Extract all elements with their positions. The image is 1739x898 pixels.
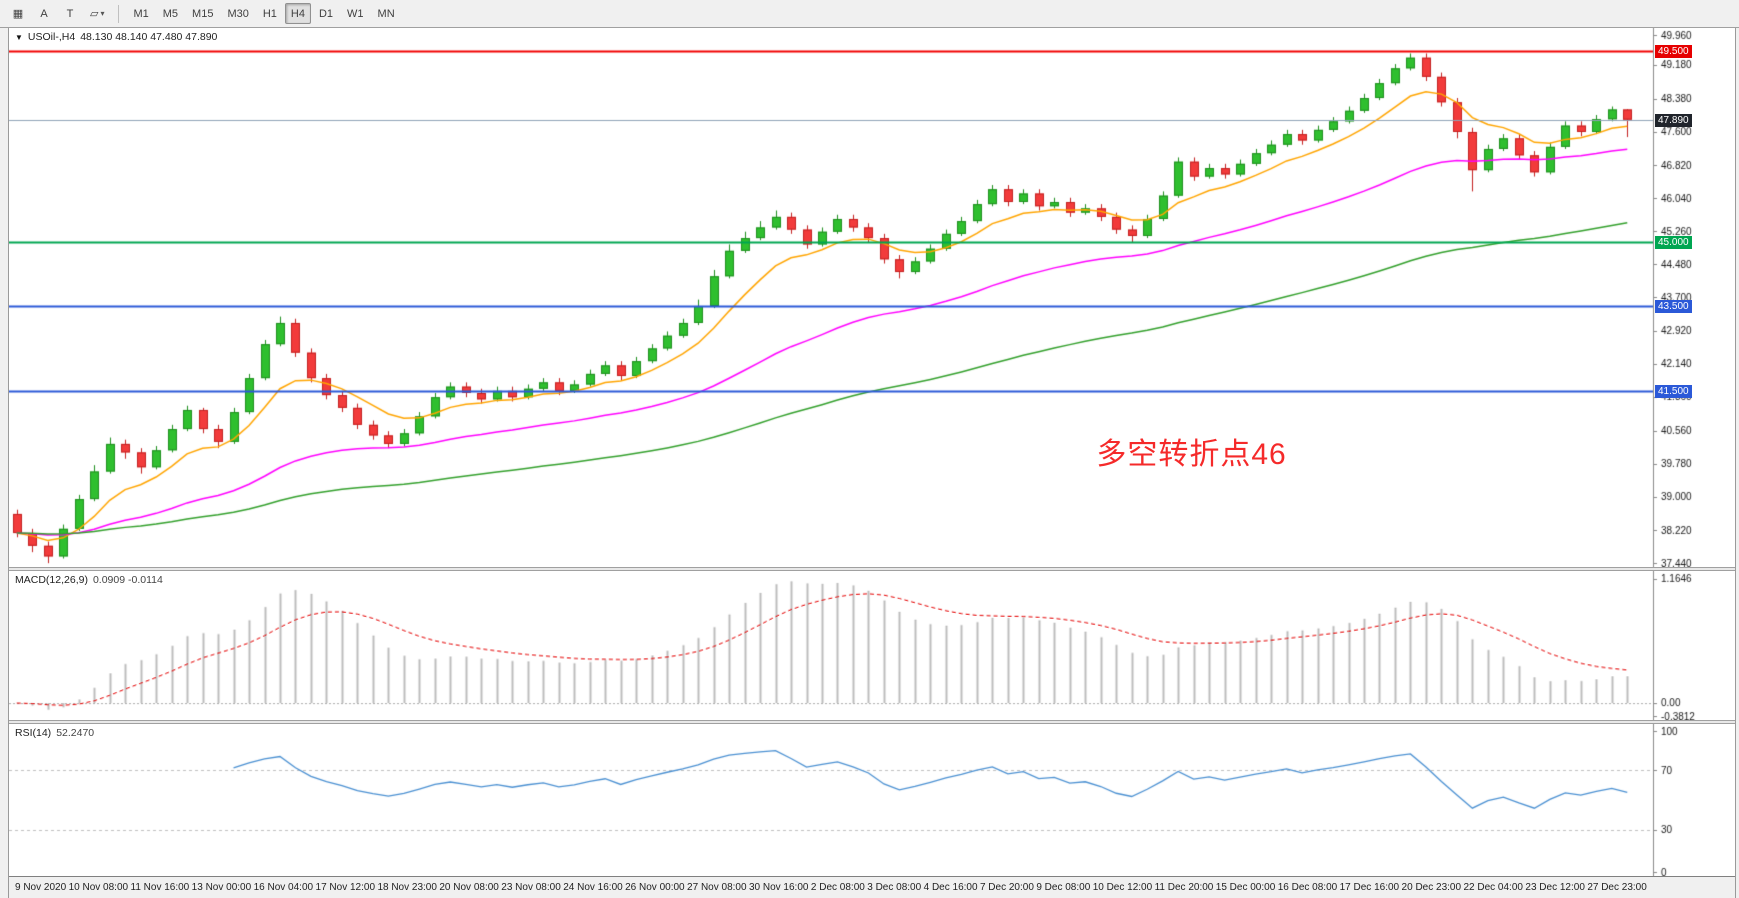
time-axis-label: 22 Dec 04:00 <box>1463 882 1523 893</box>
time-axis-label: 17 Dec 16:00 <box>1339 882 1400 893</box>
toolbar: ▦ A T ▱ ▾ M1 M5 M15 M30 H1 H4 D1 W1 MN <box>0 0 1739 28</box>
price-chart-canvas[interactable] <box>9 28 1735 567</box>
toolbar-separator <box>118 4 120 23</box>
time-axis-label: 4 Dec 16:00 <box>923 882 978 893</box>
timeframe-M15-button[interactable]: M15 <box>186 3 219 24</box>
timeframe-M5-button[interactable]: M5 <box>157 3 184 24</box>
time-axis-label: 15 Dec 00:00 <box>1215 882 1276 893</box>
time-axis-label: 23 Dec 12:00 <box>1525 882 1585 893</box>
panel-splitter[interactable] <box>9 720 1735 725</box>
macd-title: MACD(12,26,9) 0.0909 -0.0114 <box>15 574 163 586</box>
time-axis-label: 7 Dec 20:00 <box>979 882 1034 893</box>
chart-title: ▼ USOil-,H4 48.130 48.140 47.480 47.890 <box>15 31 217 43</box>
time-axis-label: 27 Dec 23:00 <box>1587 882 1647 893</box>
timeframe-H4-button[interactable]: H4 <box>284 3 311 24</box>
time-axis-label: 16 Dec 08:00 <box>1277 882 1338 893</box>
rsi-chart-canvas[interactable] <box>9 724 1735 876</box>
time-axis-label: 20 Nov 08:00 <box>439 882 499 893</box>
dropdown-caret-icon: ▾ <box>100 9 105 18</box>
macd-indicator-label: MACD(12,26,9) <box>15 573 88 586</box>
hline-price-label[interactable]: 49.500 <box>1655 44 1692 58</box>
chart-grid-icon: ▦ <box>12 8 24 20</box>
hline-price-label[interactable]: 43.500 <box>1655 299 1692 313</box>
timeframe-M1-button[interactable]: M1 <box>127 3 154 24</box>
rsi-indicator-label: RSI(14) <box>15 727 52 740</box>
rsi-panel: RSI(14) 52.2470 <box>9 724 1735 876</box>
timeframe-M30-button[interactable]: M30 <box>221 3 254 24</box>
toolbar-text-label-button[interactable]: T <box>58 3 82 24</box>
time-axis-label: 9 Dec 08:00 <box>1036 882 1091 893</box>
time-axis-label: 10 Dec 12:00 <box>1092 882 1153 893</box>
annotation-text[interactable]: 多空转折点46 <box>1096 438 1287 472</box>
timeframe-W1-button[interactable]: W1 <box>341 3 370 24</box>
toolbar-text-annotation-button[interactable]: A <box>32 3 56 24</box>
time-axis-label: 13 Nov 00:00 <box>191 882 252 893</box>
time-axis-label: 23 Nov 08:00 <box>501 882 561 893</box>
time-axis-label: 26 Nov 00:00 <box>625 882 685 893</box>
text-label-icon: T <box>66 7 74 20</box>
time-axis-label: 17 Nov 12:00 <box>315 882 376 893</box>
time-axis-label: 18 Nov 23:00 <box>377 882 437 893</box>
time-axis-label: 2 Dec 08:00 <box>810 882 865 893</box>
time-axis-label: 9 Nov 2020 <box>15 882 67 893</box>
time-axis-label: 16 Nov 04:00 <box>253 882 314 893</box>
current-price-label: 47.890 <box>1655 113 1692 127</box>
time-axis-label: 30 Nov 16:00 <box>748 882 809 893</box>
time-axis-labels: 9 Nov 2020 10 Nov 08:00 11 Nov 16:00 13 Nov… <box>9 877 1653 898</box>
time-axis-label: 10 Nov 08:00 <box>68 882 129 893</box>
time-axis-label: 24 Nov 16:00 <box>563 882 623 893</box>
rsi-title: RSI(14) 52.2470 <box>15 727 94 739</box>
timeframe-MN-button[interactable]: MN <box>372 3 401 24</box>
panel-splitter[interactable] <box>9 566 1735 571</box>
macd-panel: MACD(12,26,9) 0.0909 -0.0114 <box>9 570 1735 721</box>
hline-price-label[interactable]: 45.000 <box>1655 235 1692 249</box>
toolbar-timeframes-group: M1 M5 M15 M30 H1 H4 D1 W1 MN <box>127 3 400 24</box>
ohlc-values: 48.130 48.140 47.480 47.890 <box>80 31 218 43</box>
time-axis-label: 27 Nov 08:00 <box>687 882 747 893</box>
chart-window: ▼ USOil-,H4 48.130 48.140 47.480 47.890 … <box>8 28 1736 898</box>
time-axis[interactable]: 9 Nov 2020 10 Nov 08:00 11 Nov 16:00 13 Nov… <box>9 876 1735 898</box>
symbol-dropdown-icon[interactable]: ▼ <box>15 32 23 42</box>
time-axis-label: 3 Dec 08:00 <box>867 882 922 893</box>
timeframe-H1-button[interactable]: H1 <box>257 3 283 24</box>
price-panel: ▼ USOil-,H4 48.130 48.140 47.480 47.890 … <box>9 28 1735 567</box>
time-axis-label: 11 Nov 16:00 <box>130 882 190 893</box>
text-annotation-icon: A <box>40 7 48 20</box>
toolbar-tools-group: ▦ A T ▱ ▾ <box>6 3 110 24</box>
macd-chart-canvas[interactable] <box>9 570 1735 721</box>
hline-price-label[interactable]: 41.500 <box>1655 384 1692 398</box>
macd-indicator-values: 0.0909 -0.0114 <box>92 573 163 586</box>
toolbar-draw-shapes-button[interactable]: ▱ ▾ <box>84 3 110 24</box>
draw-shapes-icon: ▱ <box>90 8 99 20</box>
toolbar-chart-grid-button[interactable]: ▦ <box>6 3 30 24</box>
timeframe-D1-button[interactable]: D1 <box>313 3 339 24</box>
time-axis-label: 11 Dec 20:00 <box>1154 882 1214 893</box>
symbol-timeframe-label: USOil-,H4 <box>27 31 76 43</box>
rsi-indicator-value: 52.2470 <box>56 727 95 740</box>
time-axis-label: 20 Dec 23:00 <box>1401 882 1462 893</box>
